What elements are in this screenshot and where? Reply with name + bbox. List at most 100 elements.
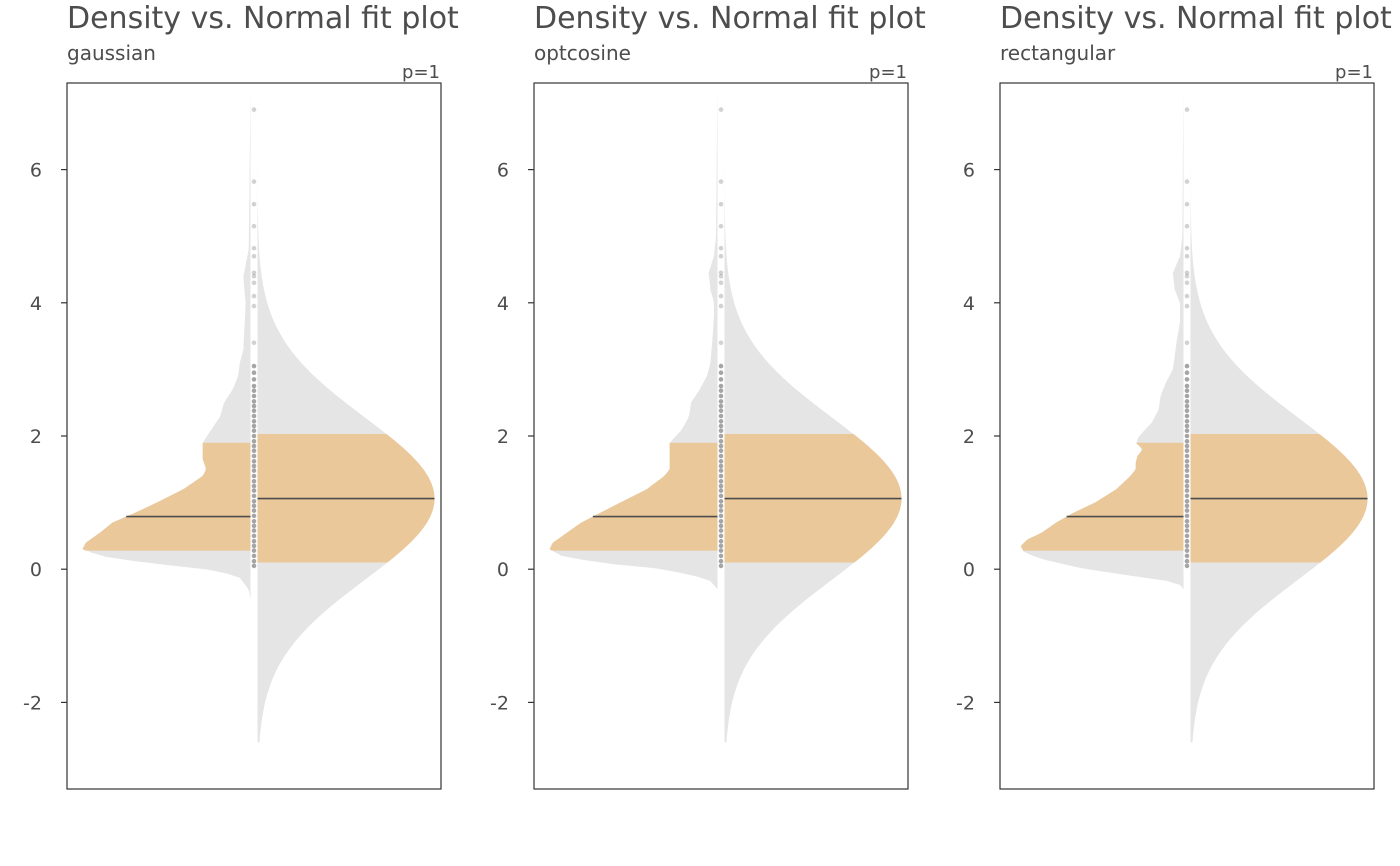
data-point <box>718 443 724 449</box>
data-point <box>718 553 724 559</box>
data-point <box>1184 533 1190 539</box>
data-point <box>251 508 257 513</box>
data-point <box>251 388 257 394</box>
data-point <box>1184 528 1190 533</box>
data-point <box>251 293 257 299</box>
data-point <box>251 273 257 279</box>
data-point <box>251 453 257 459</box>
data-point <box>251 468 257 473</box>
data-point <box>251 443 257 449</box>
data-point <box>718 413 724 419</box>
data-point <box>251 473 257 479</box>
y-tick-label: 4 <box>963 293 975 315</box>
data-point <box>1184 245 1190 251</box>
plot-area: -2 0 2 4 6 <box>490 82 909 790</box>
panel-subtitle: rectangular <box>1000 41 1116 65</box>
panel-rectangular: Density vs. Normal fit plot rectangular … <box>956 1 1392 790</box>
data-point <box>251 439 257 444</box>
data-point <box>251 558 257 564</box>
data-point <box>718 403 724 409</box>
data-point <box>718 548 724 553</box>
data-point <box>251 503 257 509</box>
panel-title: Density vs. Normal fit plot <box>1000 1 1392 36</box>
data-point <box>1184 408 1190 414</box>
data-point <box>251 280 257 286</box>
data-point <box>1184 433 1190 439</box>
data-point <box>1184 363 1190 369</box>
data-point <box>1184 370 1190 376</box>
data-point <box>251 479 257 484</box>
data-point <box>251 563 257 569</box>
data-point <box>1184 223 1190 229</box>
data-point <box>718 483 724 489</box>
data-point <box>1184 519 1190 524</box>
data-point <box>1184 463 1190 469</box>
data-point <box>251 107 257 112</box>
data-point <box>1184 543 1190 549</box>
data-point <box>718 423 724 429</box>
data-point <box>718 528 724 533</box>
data-point <box>718 383 724 389</box>
data-point <box>251 423 257 429</box>
data-point <box>718 538 724 544</box>
data-point <box>251 179 257 184</box>
panel-title: Density vs. Normal fit plot <box>534 1 926 36</box>
panel-title: Density vs. Normal fit plot <box>67 1 459 36</box>
data-point <box>1184 428 1190 434</box>
data-point <box>251 370 257 376</box>
data-point <box>718 223 724 229</box>
data-point <box>718 503 724 509</box>
data-point <box>251 519 257 524</box>
data-point <box>1184 499 1190 504</box>
data-point <box>1184 383 1190 389</box>
data-point <box>1184 473 1190 479</box>
data-point <box>251 393 257 399</box>
data-point <box>718 488 724 493</box>
data-point <box>251 377 257 382</box>
data-point <box>1184 423 1190 429</box>
data-point <box>1184 553 1190 559</box>
data-point <box>251 270 257 276</box>
p-value-label: p=1 <box>402 62 440 83</box>
y-tick-label: 2 <box>497 426 509 448</box>
data-point <box>718 388 724 394</box>
data-point <box>1184 393 1190 399</box>
data-point <box>251 523 257 529</box>
data-point <box>1184 493 1190 499</box>
data-point <box>1184 201 1190 207</box>
data-point <box>1184 508 1190 513</box>
panel-subtitle: gaussian <box>67 41 156 65</box>
y-tick-label: 4 <box>30 293 42 315</box>
data-point <box>718 280 724 286</box>
y-tick-label: 6 <box>30 160 42 182</box>
data-point <box>718 543 724 549</box>
data-point <box>718 273 724 279</box>
data-point <box>718 377 724 382</box>
data-point <box>1184 483 1190 489</box>
data-point <box>718 439 724 444</box>
data-point <box>251 408 257 414</box>
data-point <box>718 201 724 207</box>
y-tick-label: -2 <box>956 692 975 714</box>
data-point <box>1184 538 1190 544</box>
data-point <box>1184 558 1190 564</box>
data-point <box>1184 399 1190 404</box>
panel-subtitle: optcosine <box>534 41 631 65</box>
data-point <box>251 428 257 434</box>
data-point <box>718 340 724 346</box>
y-tick-label: 2 <box>963 426 975 448</box>
panel-optcosine: Density vs. Normal fit plot optcosine p=… <box>490 1 926 790</box>
data-point <box>718 293 724 299</box>
data-point <box>718 463 724 469</box>
data-point <box>1184 340 1190 346</box>
data-point <box>718 558 724 564</box>
data-point <box>718 519 724 524</box>
data-point <box>251 245 257 251</box>
data-point <box>1184 443 1190 449</box>
data-point <box>1184 563 1190 569</box>
data-point <box>1184 377 1190 382</box>
data-point <box>1184 280 1190 286</box>
y-tick-label: 6 <box>497 160 509 182</box>
data-point <box>1184 303 1190 309</box>
